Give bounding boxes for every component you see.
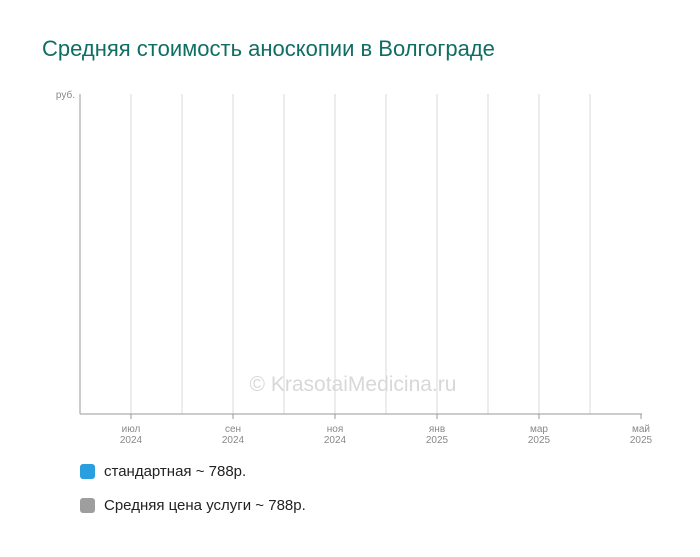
x-tick-labels: июл2024сен2024ноя2024янв2025мар2025май20… — [120, 414, 653, 446]
x-tick-year: 2024 — [324, 435, 347, 446]
grid-lines — [130, 94, 591, 414]
x-tick-year: 2025 — [630, 435, 653, 446]
legend-label-average: Средняя цена услуги ~ 788р. — [104, 496, 306, 514]
x-tick-month: июл — [122, 424, 141, 435]
x-tick-year: 2025 — [426, 435, 449, 446]
legend-label-standard: стандартная ~ 788р. — [104, 462, 247, 480]
legend-item-average[interactable]: Средняя цена услуги ~ 788р. — [80, 496, 306, 514]
legend-swatch-average — [80, 497, 95, 513]
x-tick-month: ноя — [327, 424, 344, 435]
chart-title: Средняя стоимость аноскопии в Волгограде — [42, 36, 495, 61]
x-tick-month: янв — [429, 424, 445, 435]
legend: стандартная ~ 788р. Средняя цена услуги … — [80, 462, 306, 530]
x-tick-month: сен — [225, 424, 241, 435]
x-tick-month: мар — [530, 424, 548, 435]
y-axis-label: руб. — [56, 89, 75, 101]
x-tick-year: 2025 — [528, 435, 551, 446]
watermark: © KrasotaiMedicina.ru — [250, 373, 457, 396]
x-tick-month: май — [632, 424, 650, 435]
legend-item-standard[interactable]: стандартная ~ 788р. — [80, 462, 306, 480]
x-tick-year: 2024 — [222, 435, 245, 446]
legend-swatch-standard — [80, 463, 95, 479]
x-tick-year: 2024 — [120, 435, 143, 446]
